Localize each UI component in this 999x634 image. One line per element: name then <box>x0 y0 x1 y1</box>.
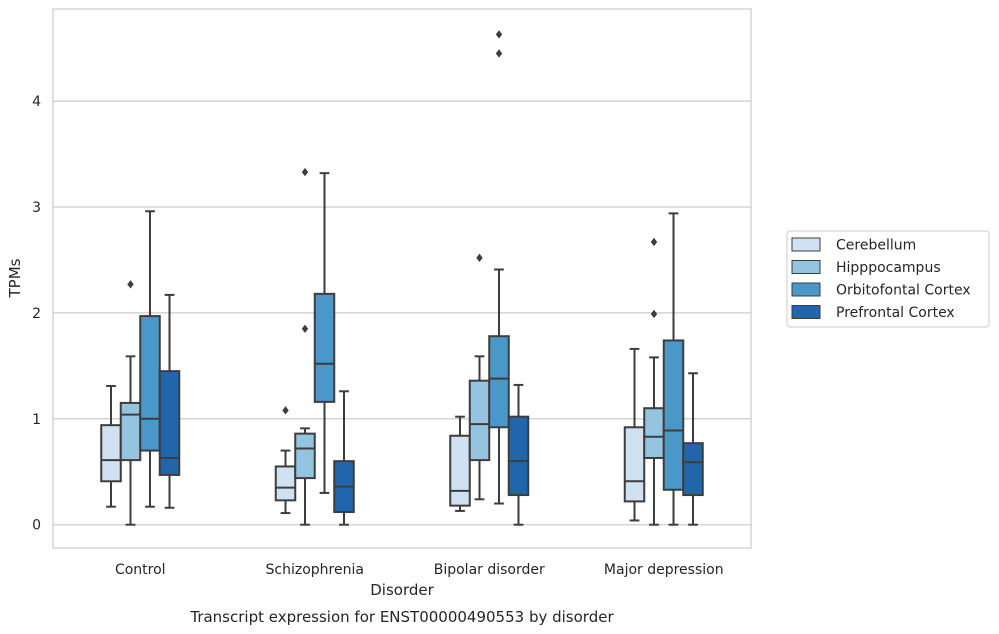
box-body <box>139 315 161 452</box>
box-prefrontal-cortex-2 <box>507 383 530 526</box>
legend-label: Prefrontal Cortex <box>836 305 955 321</box>
box-body <box>449 434 471 507</box>
plot-frame <box>52 8 752 549</box>
box-orbitofontal-cortex-3 <box>662 212 685 526</box>
x-tick-label: Schizophrenia <box>266 562 364 578</box>
box-cerebellum-1 <box>274 406 297 515</box>
box-hipppocampus-1 <box>294 167 316 526</box>
box-series <box>100 30 704 526</box>
legend-swatch <box>791 237 821 252</box>
chart-caption: Transcript expression for ENST0000049055… <box>189 608 614 626</box>
x-tick-label: Major depression <box>604 562 724 578</box>
box-orbitofontal-cortex-0 <box>139 210 161 508</box>
box-hipppocampus-2 <box>468 253 491 501</box>
y-tick-label: 3 <box>32 200 41 216</box>
y-axis-label: TPMs <box>6 258 24 298</box>
y-tick-label: 4 <box>32 94 41 110</box>
outlier-point <box>650 237 658 247</box>
box-body <box>119 401 142 462</box>
box-body <box>682 442 704 497</box>
legend-label: Cerebellum <box>836 238 916 254</box>
outlier-point <box>301 324 309 333</box>
box-body <box>158 370 181 476</box>
box-body <box>274 465 297 502</box>
grid-lines <box>53 100 751 526</box>
outlier-point <box>650 309 658 319</box>
box-prefrontal-cortex-1 <box>333 390 355 526</box>
box-cerebellum-2 <box>449 415 471 512</box>
box-body <box>488 335 510 429</box>
legend: Cerebellum Hipppocampus Orbitofontal Corte… <box>786 230 990 328</box>
box-prefrontal-cortex-3 <box>682 372 704 526</box>
box-cerebellum-3 <box>623 347 646 522</box>
outlier-point <box>495 49 503 58</box>
box-body <box>623 426 646 503</box>
box-body <box>643 407 665 459</box>
legend-label: Orbitofontal Cortex <box>836 283 971 299</box>
box-body <box>294 432 316 480</box>
box-cerebellum-0 <box>100 384 122 508</box>
outlier-point <box>476 253 483 263</box>
box-orbitofontal-cortex-2 <box>488 30 510 505</box>
y-tick-label: 2 <box>32 306 41 322</box>
box-orbitofontal-cortex-1 <box>313 172 336 494</box>
box-body <box>507 415 530 497</box>
box-body <box>662 339 685 491</box>
legend-frame <box>786 230 990 328</box>
outlier-point <box>282 406 289 415</box>
box-prefrontal-cortex-0 <box>158 293 181 509</box>
y-tick-label: 0 <box>32 518 41 534</box>
x-tick-label: Bipolar disorder <box>434 562 545 578</box>
y-tick-label: 1 <box>32 412 41 428</box>
legend-swatch <box>791 282 821 297</box>
legend-swatch <box>791 305 821 319</box>
x-axis-label: Disorder <box>370 581 434 599</box>
box-body <box>468 379 491 462</box>
outlier-point <box>301 167 309 177</box>
x-tick-label: Control <box>115 562 166 578</box>
legend-label: Hipppocampus <box>836 260 941 276</box>
x-tick-labels: Control Schizophrenia Bipolar disorder Majo… <box>115 562 724 578</box>
box-body <box>313 292 336 403</box>
y-tick-labels: 0 1 2 3 4 <box>32 94 41 534</box>
outlier-point <box>127 280 134 289</box>
box-body <box>100 424 122 483</box>
legend-swatch <box>791 260 821 274</box>
box-hipppocampus-0 <box>119 280 142 526</box>
box-hipppocampus-3 <box>643 237 665 526</box>
outlier-point <box>495 30 503 39</box>
